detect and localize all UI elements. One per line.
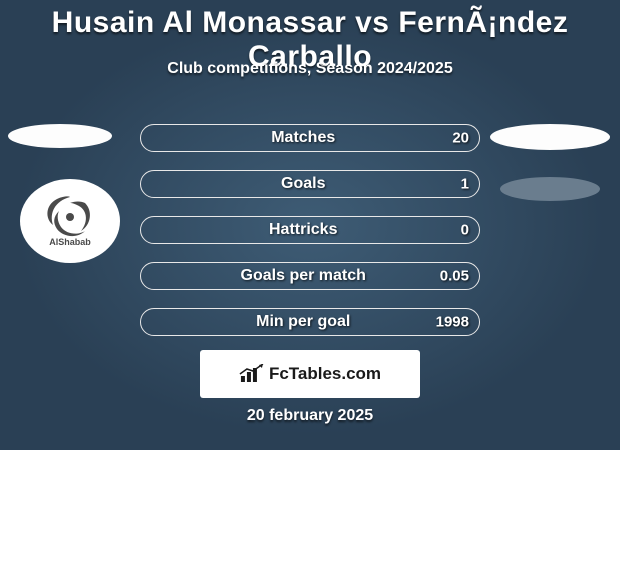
- stat-row: Hattricks 0: [140, 216, 480, 244]
- bar-chart-icon: [239, 364, 265, 384]
- stat-value: 1: [461, 176, 469, 193]
- stat-value: 1998: [436, 314, 469, 331]
- stat-label: Hattricks: [269, 221, 337, 239]
- stat-value: 20: [452, 130, 469, 147]
- fctables-text: FcTables.com: [269, 364, 381, 384]
- stat-row: Goals per match 0.05: [140, 262, 480, 290]
- club1-logo: AlShabab: [20, 179, 120, 263]
- club2-logo-placeholder: [500, 177, 600, 201]
- comparison-panel: Husain Al Monassar vs FernÃ¡ndez Carball…: [0, 0, 620, 450]
- player1-photo-placeholder: [8, 124, 112, 148]
- club1-logo-svg: AlShabab: [35, 191, 105, 251]
- stat-row: Min per goal 1998: [140, 308, 480, 336]
- stat-label: Matches: [271, 129, 335, 147]
- page-subtitle: Club competitions, Season 2024/2025: [0, 60, 620, 78]
- footer-date: 20 february 2025: [0, 407, 620, 425]
- stat-value: 0.05: [440, 268, 469, 285]
- stat-row: Goals 1: [140, 170, 480, 198]
- stat-label: Goals per match: [241, 267, 366, 285]
- stat-value: 0: [461, 222, 469, 239]
- club1-logo-text: AlShabab: [49, 237, 91, 247]
- stat-label: Min per goal: [256, 313, 350, 331]
- fctables-badge[interactable]: FcTables.com: [200, 350, 420, 398]
- player2-photo-placeholder: [490, 124, 610, 150]
- stat-label: Goals: [281, 175, 325, 193]
- stat-row: Matches 20: [140, 124, 480, 152]
